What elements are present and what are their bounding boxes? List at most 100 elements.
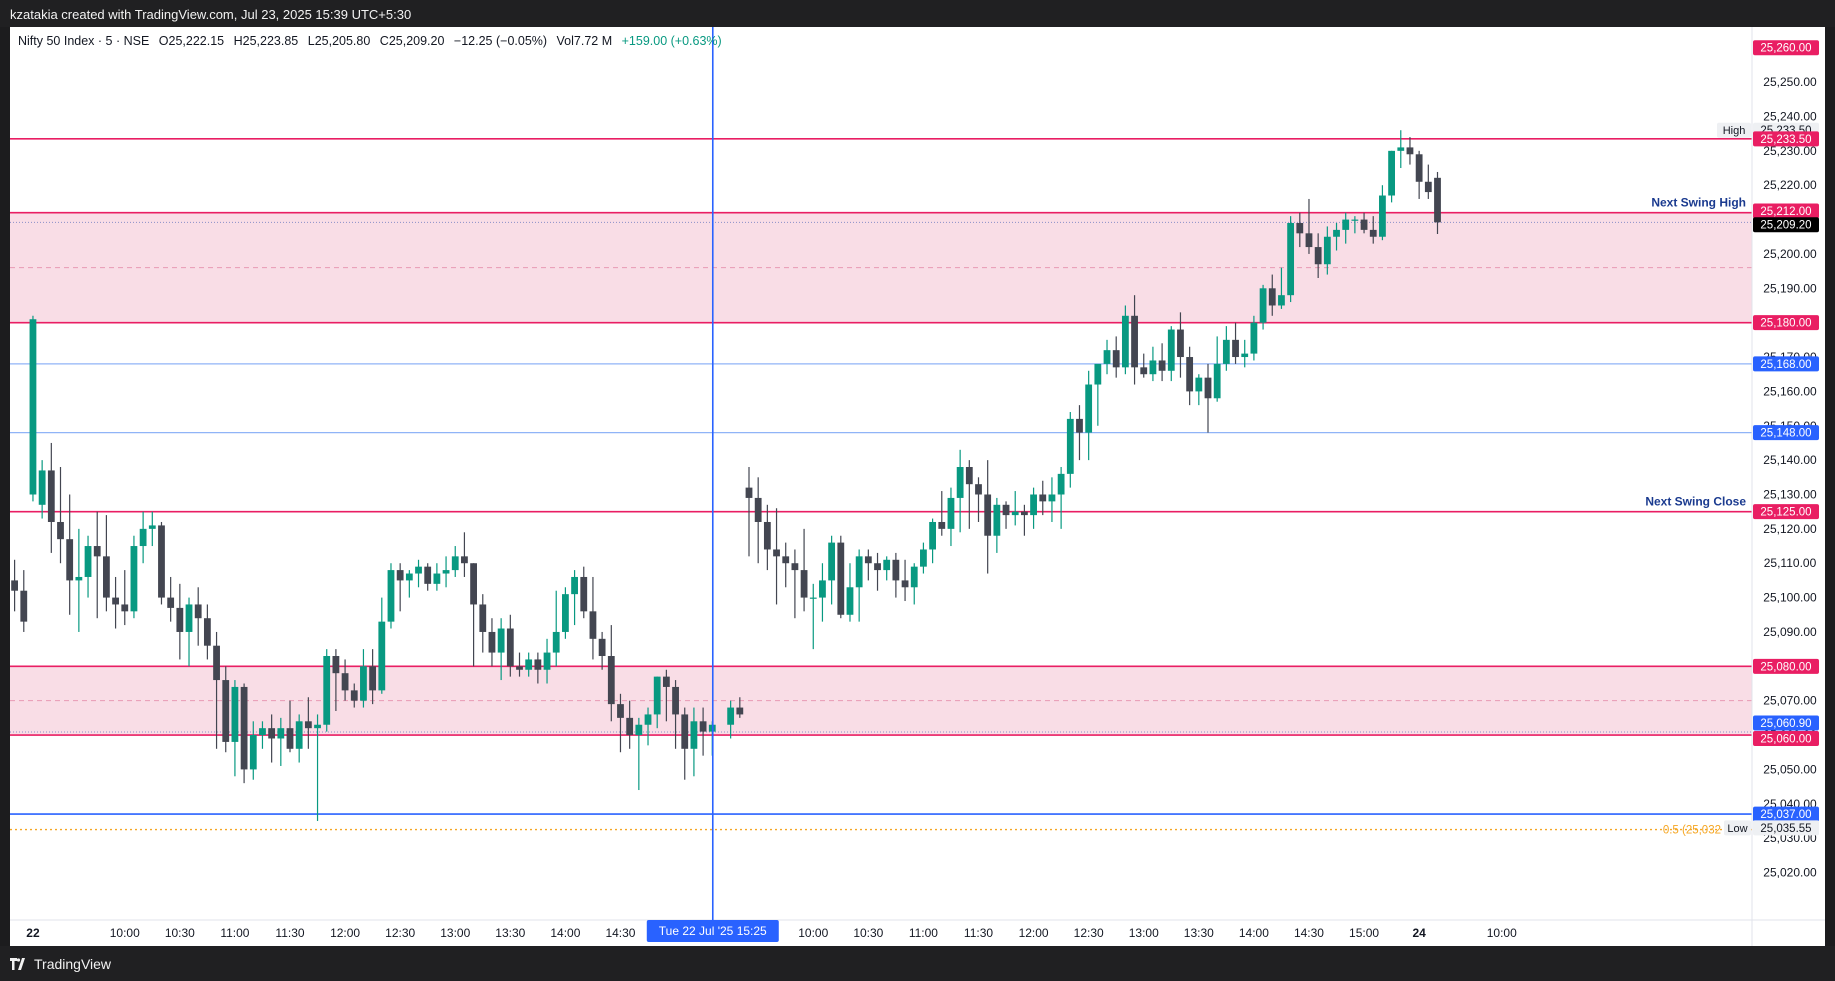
candle-body bbox=[93, 546, 101, 557]
candle-body bbox=[855, 556, 863, 588]
candle bbox=[433, 563, 441, 591]
candle-body bbox=[947, 497, 955, 529]
candle-body bbox=[497, 628, 505, 653]
price-tag-label: 25,060.90 bbox=[1760, 718, 1811, 730]
price-tag bbox=[1753, 217, 1819, 233]
candle bbox=[763, 504, 771, 571]
price-tag bbox=[1753, 315, 1819, 331]
candle-body bbox=[1158, 360, 1166, 371]
candle bbox=[883, 556, 891, 581]
time-tick-label: 22 bbox=[26, 926, 40, 940]
candle bbox=[1369, 216, 1377, 244]
candle-body bbox=[589, 611, 597, 639]
legend-low: L25,205.80 bbox=[307, 34, 371, 48]
candle-body bbox=[1424, 181, 1432, 193]
price-tag-note-box bbox=[1717, 122, 1751, 138]
candle-body bbox=[910, 566, 918, 588]
candle-body bbox=[1360, 219, 1368, 230]
time-tick-label: 10:30 bbox=[853, 926, 883, 940]
time-tick-label: 11:00 bbox=[909, 926, 938, 940]
candle-body bbox=[405, 573, 413, 581]
footer-brand[interactable]: TradingView bbox=[34, 955, 112, 972]
candle-body bbox=[653, 676, 661, 715]
candle bbox=[562, 587, 569, 639]
candle-body bbox=[681, 714, 689, 749]
candle-body bbox=[1204, 377, 1212, 399]
price-tick-label: 25,140.00 bbox=[1763, 453, 1817, 467]
candle-body bbox=[662, 676, 670, 687]
candle bbox=[1048, 477, 1056, 522]
candle-body bbox=[1379, 195, 1386, 237]
candle bbox=[910, 563, 918, 605]
candle-body bbox=[1268, 288, 1276, 306]
candle bbox=[1424, 164, 1432, 199]
candle-body bbox=[11, 580, 18, 591]
candle bbox=[1002, 501, 1010, 529]
price-tick-label: 25,250.00 bbox=[1763, 75, 1817, 89]
candle bbox=[984, 460, 992, 574]
candle bbox=[589, 576, 597, 660]
candle-body bbox=[754, 497, 762, 522]
candle bbox=[653, 676, 661, 729]
candle bbox=[1434, 171, 1441, 235]
candle-body bbox=[268, 728, 276, 739]
candle-body bbox=[626, 717, 634, 736]
candle bbox=[1167, 326, 1175, 382]
price-tick-label: 25,020.00 bbox=[1763, 866, 1817, 880]
price-tag-label: 25,148.00 bbox=[1760, 428, 1811, 440]
candle bbox=[580, 566, 588, 619]
time-tick-label: 15:00 bbox=[1349, 926, 1379, 940]
candle bbox=[369, 649, 377, 705]
candle bbox=[451, 546, 459, 577]
candle-body bbox=[29, 319, 37, 495]
candle-body bbox=[121, 604, 129, 612]
candle bbox=[1241, 339, 1249, 368]
time-tick-label: 14:00 bbox=[550, 926, 580, 940]
candle-body bbox=[1305, 233, 1313, 248]
candle bbox=[855, 549, 863, 622]
candle-body bbox=[892, 559, 900, 581]
price-tag-note: Low bbox=[1727, 823, 1747, 835]
time-tick-label: 11:00 bbox=[220, 926, 249, 940]
candle bbox=[461, 532, 468, 577]
candle-body bbox=[1333, 229, 1340, 237]
candle-body bbox=[1241, 353, 1249, 358]
time-tick-label: 14:00 bbox=[1239, 926, 1269, 940]
candle bbox=[727, 700, 735, 739]
candle-body bbox=[1177, 329, 1184, 358]
candle-body bbox=[929, 521, 936, 550]
candle bbox=[543, 638, 551, 684]
candle bbox=[1287, 216, 1295, 303]
symbol-legend: Nifty 50 Index · 5 · NSE O25,222.15 H25,… bbox=[18, 34, 728, 48]
price-tick-label: 25,130.00 bbox=[1763, 487, 1817, 501]
price-tag bbox=[1753, 658, 1819, 674]
price-tag bbox=[1753, 425, 1819, 441]
candle-body bbox=[1351, 219, 1359, 221]
price-tag-label: 25,233.50 bbox=[1760, 134, 1811, 146]
candle-body bbox=[378, 621, 386, 691]
candle-body bbox=[1066, 418, 1074, 474]
time-tick-label: 10:00 bbox=[110, 926, 140, 940]
candle bbox=[736, 697, 744, 718]
candle-body bbox=[304, 721, 312, 729]
candle bbox=[800, 528, 808, 612]
crosshair-layer: Tue 22 Jul '25 15:25 bbox=[646, 27, 779, 942]
candle-body bbox=[956, 467, 964, 498]
candle bbox=[1112, 336, 1120, 378]
candle-body bbox=[369, 666, 377, 691]
candle-body bbox=[158, 525, 165, 598]
candle-body bbox=[185, 604, 193, 632]
candle-body bbox=[828, 542, 836, 581]
candle-body bbox=[1195, 377, 1203, 392]
legend-symbol[interactable]: Nifty 50 Index · 5 · NSE bbox=[18, 34, 150, 48]
candle bbox=[396, 563, 404, 612]
time-tick-label: 13:00 bbox=[1129, 926, 1159, 940]
candle-body bbox=[562, 594, 569, 632]
price-tag-note-box bbox=[1724, 820, 1751, 836]
price-tick-label: 25,090.00 bbox=[1763, 625, 1817, 639]
price-tag-label: 25,080.00 bbox=[1760, 661, 1811, 673]
candles-layer bbox=[11, 130, 1441, 821]
candle-body bbox=[295, 721, 303, 749]
legend-high: H25,223.85 bbox=[233, 34, 299, 48]
